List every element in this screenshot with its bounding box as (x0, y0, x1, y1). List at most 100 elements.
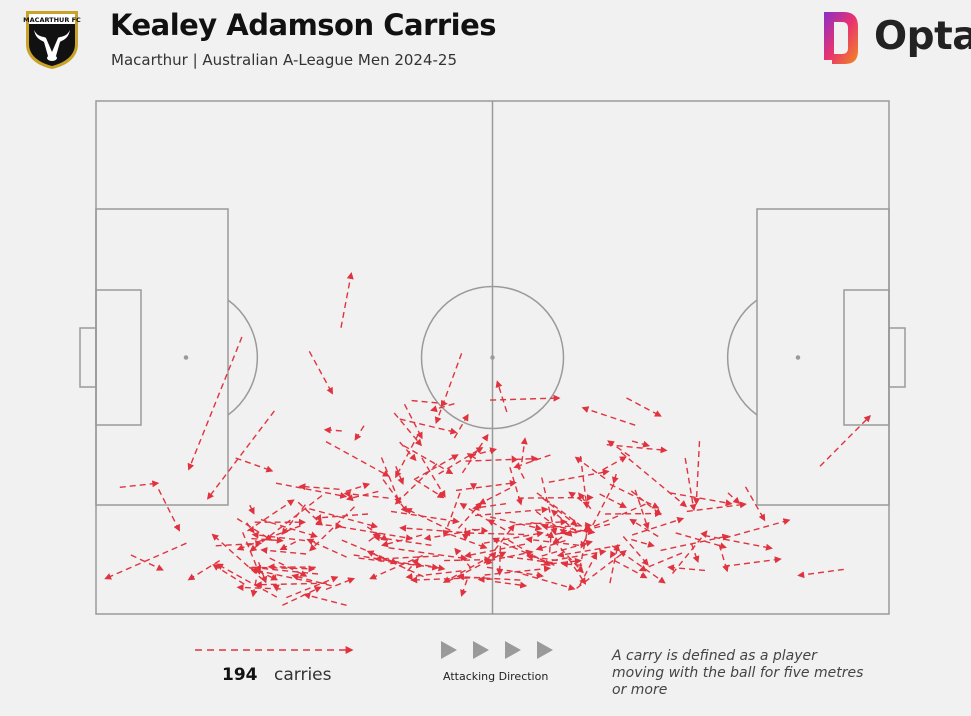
carry-arrow (718, 544, 729, 573)
carry-arrow (421, 457, 446, 498)
carry-arrow (611, 473, 619, 485)
carry-arrow (442, 559, 484, 583)
club-badge: MACARTHUR FC (22, 8, 82, 70)
carry-arrow (459, 502, 492, 523)
carry-arrow (249, 494, 323, 552)
carry-arrow (380, 534, 423, 548)
carry-definition: A carry is defined as a player moving wi… (612, 648, 864, 698)
carry-arrow (325, 577, 356, 591)
carry-arrow (424, 564, 446, 572)
carry-arrow (444, 556, 492, 564)
carry-arrow (254, 564, 319, 575)
carries-layer (104, 272, 871, 606)
carry-arrow (340, 526, 413, 542)
carry-arrow (411, 399, 448, 407)
carry-arrow (544, 522, 593, 530)
carry-arrow (399, 524, 463, 534)
carry-arrow (622, 536, 649, 566)
carry-arrow (104, 542, 187, 580)
carry-arrow (517, 494, 594, 502)
carry-arrow (605, 510, 662, 518)
carry-arrow (282, 586, 322, 606)
carry-arrow (382, 479, 408, 514)
carry-arrow (242, 532, 261, 575)
carry-arrow (607, 440, 631, 457)
opta-logo-icon (824, 12, 858, 64)
carry-arrow (248, 504, 255, 515)
carry-arrow (393, 412, 422, 447)
carry-arrow (494, 581, 528, 589)
carry-arrow (236, 584, 281, 592)
carry-arrow (671, 530, 708, 574)
left-penalty-arc (227, 299, 259, 416)
carry-arrow (438, 447, 484, 475)
right-six-yard-box (843, 289, 890, 426)
carry-arrow (472, 503, 507, 511)
carry-arrow (358, 557, 440, 571)
carry-arrow (272, 574, 280, 592)
carry-arrow (609, 543, 621, 584)
carry-arrow (526, 553, 558, 562)
carry-arrow (281, 504, 306, 536)
carry-arrow (130, 554, 164, 571)
carry-arrow (574, 456, 606, 480)
carry-arrow (309, 506, 355, 552)
carry-arrow (297, 501, 324, 526)
carry-arrow (492, 537, 555, 566)
carry-arrow (620, 451, 688, 508)
carry-arrow (611, 545, 666, 584)
carry-arrow (631, 440, 651, 448)
carry-arrow (254, 581, 327, 589)
carry-arrow (631, 538, 655, 548)
carry-arrow (306, 538, 347, 558)
carry-arrow (251, 531, 315, 543)
carry-arrow (520, 437, 528, 463)
carry-arrow (212, 564, 245, 585)
left-goal (79, 327, 97, 388)
direction-arrow-icon (473, 641, 489, 659)
carry-arrow (487, 519, 506, 531)
carry-arrow (693, 441, 701, 506)
carry-arrow (119, 480, 160, 488)
carry-arrow (487, 524, 515, 559)
carry-arrow (686, 501, 747, 513)
carry-arrow (216, 563, 278, 598)
page-title: Kealey Adamson Carries (110, 8, 497, 42)
carry-arrow (460, 579, 468, 597)
opta-logo: Opta (810, 8, 971, 68)
carry-arrow (257, 561, 268, 584)
carry-arrow (540, 557, 582, 566)
carry-arrow (550, 509, 578, 533)
carry-arrow (485, 557, 493, 565)
carry-arrow (380, 457, 401, 505)
carry-arrow (568, 491, 583, 502)
carry-arrow (630, 490, 662, 516)
opta-wordmark: Opta (874, 14, 971, 59)
carry-arrow (279, 541, 297, 551)
carry-arrow (395, 433, 420, 479)
carry-arrow (477, 575, 493, 583)
carry-arrow (614, 559, 648, 579)
carry-arrow (525, 536, 579, 546)
carry-arrow (727, 492, 741, 505)
carry-arrow (626, 397, 662, 417)
carry-arrow (368, 532, 381, 542)
carry-arrow (667, 564, 706, 572)
carry-arrow (291, 573, 332, 587)
carry-arrow (580, 483, 615, 549)
carry-arrow (410, 576, 480, 584)
carry-arrow (323, 426, 342, 434)
carry-arrow (547, 531, 555, 553)
carry-arrow (407, 558, 419, 572)
carry-arrow (314, 513, 369, 522)
carry-arrow (638, 552, 683, 572)
carry-arrow (568, 558, 587, 585)
carry-arrow (634, 489, 650, 530)
carry-arrow (413, 454, 459, 481)
carry-arrow (704, 534, 773, 551)
carry-arrow (388, 547, 468, 562)
carry-arrow (560, 560, 583, 568)
carry-arrow (434, 353, 463, 425)
carry-arrow (235, 457, 274, 473)
carry-arrow (629, 518, 659, 538)
